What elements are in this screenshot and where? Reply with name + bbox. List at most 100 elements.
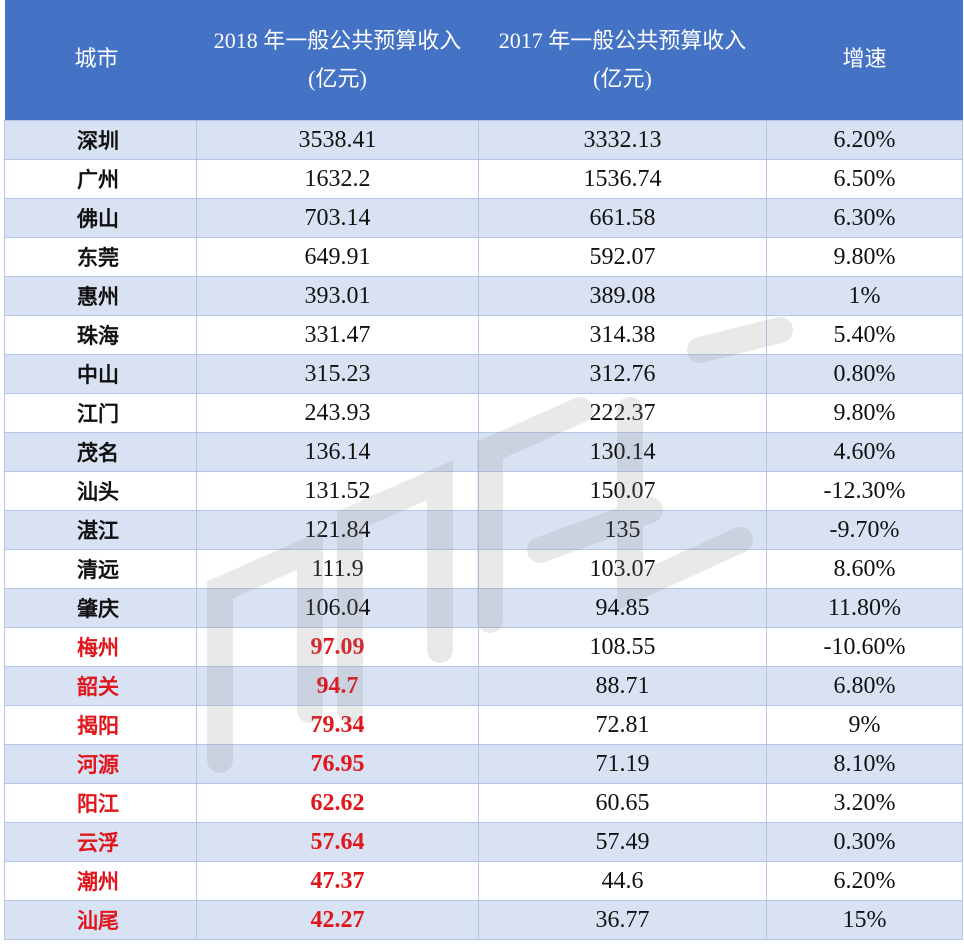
growth-cell: 11.80% xyxy=(766,588,963,628)
table-row: 湛江 121.84 135 -9.70% xyxy=(4,510,963,550)
revenue-2018-cell: 57.64 xyxy=(196,822,479,862)
city-cell: 潮州 xyxy=(4,861,197,901)
revenue-2017-cell: 222.37 xyxy=(478,393,767,433)
growth-cell: 9.80% xyxy=(766,393,963,433)
header-city: 城市 xyxy=(4,0,197,121)
revenue-2017-cell: 130.14 xyxy=(478,432,767,472)
city-cell: 汕头 xyxy=(4,471,197,511)
revenue-2018-cell: 243.93 xyxy=(196,393,479,433)
table-row: 汕尾 42.27 36.77 15% xyxy=(4,900,963,940)
city-cell: 云浮 xyxy=(4,822,197,862)
revenue-2018-cell: 76.95 xyxy=(196,744,479,784)
revenue-2017-cell: 108.55 xyxy=(478,627,767,667)
growth-cell: 9% xyxy=(766,705,963,745)
growth-cell: -12.30% xyxy=(766,471,963,511)
table-row: 佛山 703.14 661.58 6.30% xyxy=(4,198,963,238)
table-row: 肇庆 106.04 94.85 11.80% xyxy=(4,588,963,628)
table-row: 惠州 393.01 389.08 1% xyxy=(4,276,963,316)
growth-cell: -10.60% xyxy=(766,627,963,667)
table-row: 中山 315.23 312.76 0.80% xyxy=(4,354,963,394)
table-row: 云浮 57.64 57.49 0.30% xyxy=(4,822,963,862)
city-cell: 河源 xyxy=(4,744,197,784)
revenue-2017-cell: 3332.13 xyxy=(478,120,767,160)
city-cell: 中山 xyxy=(4,354,197,394)
revenue-2017-cell: 135 xyxy=(478,510,767,550)
revenue-2018-cell: 1632.2 xyxy=(196,159,479,199)
revenue-2018-cell: 131.52 xyxy=(196,471,479,511)
header-revenue-2017: 2017 年一般公共预算收入(亿元) xyxy=(478,0,767,121)
revenue-2018-cell: 79.34 xyxy=(196,705,479,745)
revenue-2017-cell: 71.19 xyxy=(478,744,767,784)
revenue-2018-cell: 703.14 xyxy=(196,198,479,238)
city-cell: 深圳 xyxy=(4,120,197,160)
growth-cell: 5.40% xyxy=(766,315,963,355)
table-row: 清远 111.9 103.07 8.60% xyxy=(4,549,963,589)
growth-cell: 8.10% xyxy=(766,744,963,784)
growth-cell: 6.20% xyxy=(766,120,963,160)
revenue-2017-cell: 389.08 xyxy=(478,276,767,316)
city-cell: 清远 xyxy=(4,549,197,589)
growth-cell: 9.80% xyxy=(766,237,963,277)
table-row: 潮州 47.37 44.6 6.20% xyxy=(4,861,963,901)
revenue-2017-cell: 312.76 xyxy=(478,354,767,394)
table-row: 汕头 131.52 150.07 -12.30% xyxy=(4,471,963,511)
revenue-2018-cell: 97.09 xyxy=(196,627,479,667)
revenue-2018-cell: 3538.41 xyxy=(196,120,479,160)
growth-cell: 4.60% xyxy=(766,432,963,472)
growth-cell: 15% xyxy=(766,900,963,940)
revenue-2018-cell: 62.62 xyxy=(196,783,479,823)
city-cell: 肇庆 xyxy=(4,588,197,628)
city-cell: 江门 xyxy=(4,393,197,433)
header-revenue-2018: 2018 年一般公共预算收入(亿元) xyxy=(196,0,479,121)
header-row: 城市 2018 年一般公共预算收入(亿元) 2017 年一般公共预算收入(亿元)… xyxy=(4,0,963,121)
revenue-2017-cell: 314.38 xyxy=(478,315,767,355)
growth-cell: 6.30% xyxy=(766,198,963,238)
revenue-2017-cell: 88.71 xyxy=(478,666,767,706)
revenue-2018-cell: 136.14 xyxy=(196,432,479,472)
revenue-2018-cell: 94.7 xyxy=(196,666,479,706)
city-cell: 梅州 xyxy=(4,627,197,667)
growth-cell: 8.60% xyxy=(766,549,963,589)
revenue-2018-cell: 121.84 xyxy=(196,510,479,550)
growth-cell: 6.50% xyxy=(766,159,963,199)
revenue-2018-cell: 649.91 xyxy=(196,237,479,277)
growth-cell: -9.70% xyxy=(766,510,963,550)
revenue-2018-cell: 106.04 xyxy=(196,588,479,628)
table-row: 珠海 331.47 314.38 5.40% xyxy=(4,315,963,355)
city-cell: 佛山 xyxy=(4,198,197,238)
revenue-2017-cell: 661.58 xyxy=(478,198,767,238)
city-cell: 珠海 xyxy=(4,315,197,355)
table-row: 揭阳 79.34 72.81 9% xyxy=(4,705,963,745)
revenue-table: 城市 2018 年一般公共预算收入(亿元) 2017 年一般公共预算收入(亿元)… xyxy=(4,0,963,940)
table-row: 广州 1632.2 1536.74 6.50% xyxy=(4,159,963,199)
table-row: 阳江 62.62 60.65 3.20% xyxy=(4,783,963,823)
growth-cell: 0.30% xyxy=(766,822,963,862)
growth-cell: 0.80% xyxy=(766,354,963,394)
table-header: 城市 2018 年一般公共预算收入(亿元) 2017 年一般公共预算收入(亿元)… xyxy=(4,0,963,121)
city-cell: 阳江 xyxy=(4,783,197,823)
revenue-2017-cell: 44.6 xyxy=(478,861,767,901)
table-row: 东莞 649.91 592.07 9.80% xyxy=(4,237,963,277)
city-cell: 揭阳 xyxy=(4,705,197,745)
growth-cell: 6.20% xyxy=(766,861,963,901)
growth-cell: 3.20% xyxy=(766,783,963,823)
revenue-2017-cell: 94.85 xyxy=(478,588,767,628)
city-cell: 东莞 xyxy=(4,237,197,277)
table-row: 茂名 136.14 130.14 4.60% xyxy=(4,432,963,472)
revenue-2017-cell: 1536.74 xyxy=(478,159,767,199)
revenue-2018-cell: 42.27 xyxy=(196,900,479,940)
revenue-2017-cell: 592.07 xyxy=(478,237,767,277)
table-row: 河源 76.95 71.19 8.10% xyxy=(4,744,963,784)
growth-cell: 6.80% xyxy=(766,666,963,706)
city-cell: 茂名 xyxy=(4,432,197,472)
table-row: 深圳 3538.41 3332.13 6.20% xyxy=(4,120,963,160)
revenue-2018-cell: 111.9 xyxy=(196,549,479,589)
revenue-2017-cell: 57.49 xyxy=(478,822,767,862)
city-cell: 广州 xyxy=(4,159,197,199)
city-cell: 湛江 xyxy=(4,510,197,550)
table-row: 江门 243.93 222.37 9.80% xyxy=(4,393,963,433)
growth-cell: 1% xyxy=(766,276,963,316)
revenue-2018-cell: 47.37 xyxy=(196,861,479,901)
revenue-2018-cell: 393.01 xyxy=(196,276,479,316)
revenue-2017-cell: 150.07 xyxy=(478,471,767,511)
